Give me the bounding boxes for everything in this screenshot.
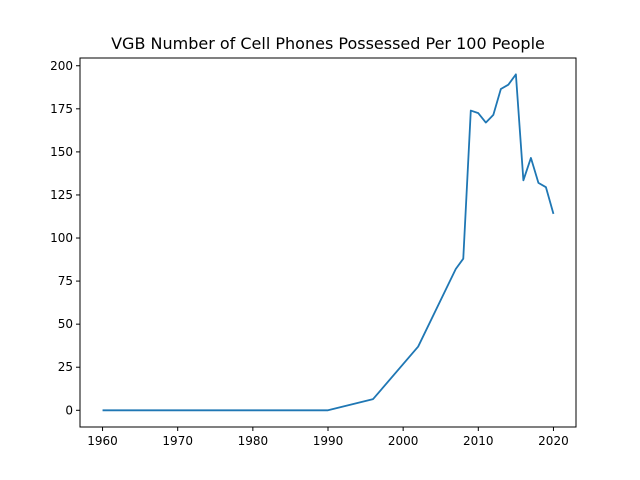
y-tick-label: 25	[58, 360, 73, 374]
y-tick-label: 150	[50, 145, 73, 159]
y-tick-label: 175	[50, 102, 73, 116]
x-axis-ticks: 1960 1970 1980 1990 2000 2010 2020	[87, 427, 569, 448]
x-tick-label: 1980	[238, 434, 269, 448]
x-tick-label: 1990	[313, 434, 344, 448]
chart-title: VGB Number of Cell Phones Possessed Per …	[111, 34, 545, 53]
y-tick-label: 200	[50, 59, 73, 73]
y-tick-label: 125	[50, 188, 73, 202]
plot-frame	[79, 57, 577, 428]
series-layer	[102, 73, 555, 412]
y-axis-ticks: 0 25 50 75 100 125 150 175 200	[50, 59, 80, 417]
x-tick-label: 2020	[538, 434, 569, 448]
y-tick-label: 0	[65, 403, 73, 417]
x-tick-label: 2000	[388, 434, 419, 448]
x-tick-label: 2010	[463, 434, 494, 448]
y-tick-label: 75	[58, 274, 73, 288]
x-tick-label: 1970	[162, 434, 193, 448]
y-tick-label: 50	[58, 317, 73, 331]
series-line	[102, 73, 555, 412]
y-tick-label: 100	[50, 231, 73, 245]
x-tick-label: 1960	[87, 434, 118, 448]
